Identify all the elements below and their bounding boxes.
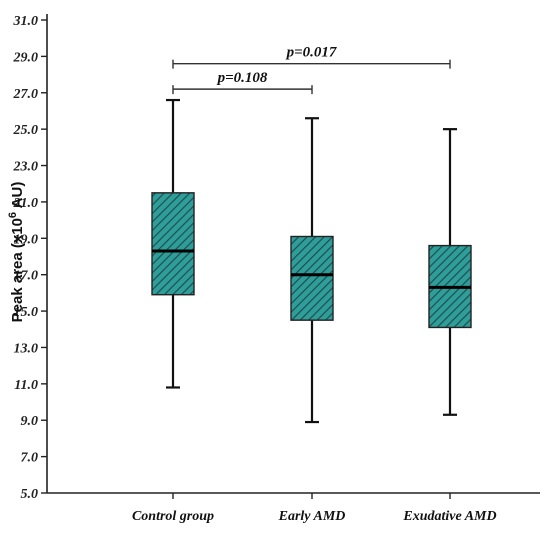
x-category-label: Control group bbox=[132, 509, 214, 524]
y-tick-label: 13.0 bbox=[14, 341, 39, 356]
y-tick-label: 5.0 bbox=[21, 487, 39, 502]
y-tick-label: 7.0 bbox=[21, 451, 39, 466]
y-tick-label: 11.0 bbox=[14, 378, 38, 393]
y-tick-label: 21.0 bbox=[13, 196, 39, 211]
boxes bbox=[151, 98, 472, 424]
x-category-label: Early AMD bbox=[278, 509, 346, 524]
iqr-box bbox=[151, 192, 195, 296]
y-tick-label: 17.0 bbox=[14, 269, 39, 284]
y-tick-label: 23.0 bbox=[13, 160, 39, 175]
y-axis-title: Peak area (x106 AU) bbox=[7, 182, 26, 323]
axes: 5.0 7.0 9.0 11.0 13.0 15.0 17.0 19.0 21.0 23.0 25.… bbox=[13, 14, 540, 524]
y-tick-label: 27.0 bbox=[13, 87, 39, 102]
iqr-box bbox=[290, 235, 334, 321]
x-category-label: Exudative AMD bbox=[402, 509, 496, 524]
p-value-label: p=0.017 bbox=[285, 45, 337, 61]
significance-brackets: p=0.108 p=0.017 bbox=[172, 45, 451, 95]
y-tick-label: 19.0 bbox=[14, 232, 39, 247]
y-tick-label: 15.0 bbox=[14, 305, 39, 320]
y-tick-label: 9.0 bbox=[21, 414, 39, 429]
y-tick-label: 31.0 bbox=[13, 14, 39, 29]
p-value-label: p=0.108 bbox=[216, 70, 268, 86]
y-tick-label: 25.0 bbox=[13, 123, 39, 138]
y-tick-label: 29.0 bbox=[13, 50, 39, 65]
